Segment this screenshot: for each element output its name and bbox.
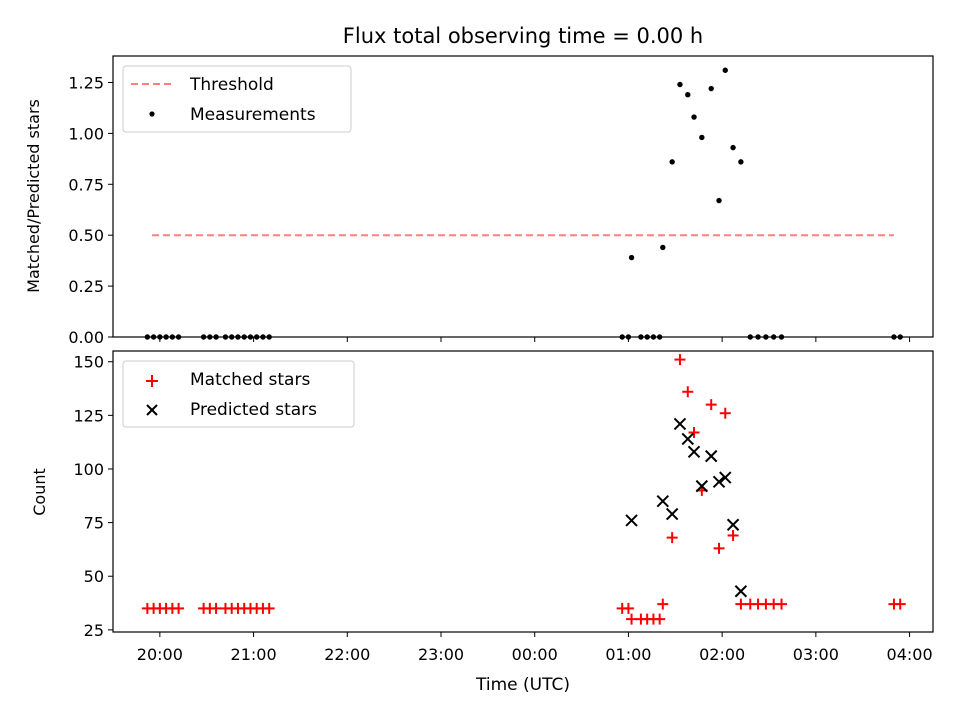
matched-star-point — [727, 529, 739, 541]
count-y-tick-label: 50 — [84, 567, 104, 586]
legend-threshold-label: Threshold — [189, 75, 274, 95]
ratio-panel-frame — [112, 55, 934, 338]
measurement-point — [730, 144, 736, 151]
measurement-point — [628, 254, 635, 261]
ratio-y-axis-label: Matched/Predicted stars — [24, 99, 43, 293]
count-panel-frame — [112, 350, 934, 633]
count-y-axis-label: Count — [30, 468, 49, 516]
ratio-y-tick-label: 1.00 — [68, 124, 104, 143]
predicted-star-point — [719, 471, 732, 484]
ratio-y-tick-label: 1.25 — [68, 73, 104, 92]
predicted-star-point — [625, 514, 638, 527]
matched-star-point — [263, 602, 275, 614]
ratio-y-tick-label: 0.25 — [68, 277, 104, 296]
predicted-star-point — [734, 585, 748, 598]
predicted-star-point — [705, 449, 718, 463]
matched-star-point — [626, 613, 638, 625]
legend-matched-label: Matched stars — [190, 370, 310, 390]
x-tick-label: 22:00 — [324, 645, 370, 664]
matched-star-point — [210, 602, 222, 614]
measurement-point — [660, 244, 666, 251]
measurement-point — [677, 81, 683, 88]
x-tick-label: 04:00 — [887, 645, 933, 664]
count-plot-area — [141, 354, 906, 625]
x-tick-label: 21:00 — [231, 645, 277, 664]
x-tick-label: 00:00 — [512, 645, 558, 664]
count-y-tick-label: 100 — [73, 460, 104, 479]
matched-star-point — [705, 399, 717, 411]
matched-star-point — [622, 602, 634, 614]
matched-star-point — [682, 386, 694, 398]
predicted-star-point — [656, 494, 669, 508]
count-panel: 25 50 75 100 125 150 20:00 21:00 22:00 23:00 00:0… — [30, 350, 934, 695]
ratio-legend: Threshold Measurements — [122, 65, 352, 133]
measurement-point — [716, 197, 722, 204]
ratio-y-tick-label: 0.00 — [68, 328, 104, 347]
legend-measurements-swatch — [149, 111, 155, 117]
matched-star-point — [666, 532, 678, 544]
x-tick-label: 23:00 — [418, 645, 464, 664]
count-y-tick-label: 125 — [73, 406, 104, 425]
count-y-tick-label: 25 — [84, 621, 104, 640]
matched-star-point — [713, 542, 725, 554]
predicted-star-point — [712, 475, 726, 489]
measurement-point — [691, 114, 697, 120]
predicted-star-point — [665, 507, 679, 521]
ratio-panel: 0.00 0.25 0.50 0.75 1.00 1.25 Matched/Predict… — [24, 55, 934, 347]
legend-measurements-label: Measurements — [190, 105, 316, 125]
legend-predicted-label: Predicted stars — [190, 400, 317, 420]
predicted-star-point — [695, 479, 709, 493]
measurement-point — [722, 67, 728, 73]
measurement-point — [669, 159, 675, 165]
matched-star-point — [775, 598, 787, 610]
measurement-point — [708, 85, 714, 92]
count-y-axis: 25 50 75 100 125 150 — [73, 353, 113, 640]
count-y-tick-label: 150 — [73, 353, 104, 372]
matched-star-point — [674, 354, 686, 366]
x-tick-label: 03:00 — [793, 645, 839, 664]
ratio-y-tick-label: 0.50 — [68, 226, 104, 245]
count-y-tick-label: 75 — [84, 514, 104, 533]
count-legend: Matched stars Predicted stars — [122, 360, 355, 428]
matched-star-point — [735, 598, 747, 610]
matched-star-point — [688, 427, 700, 439]
predicted-star-point — [726, 518, 740, 531]
predicted-star-point — [687, 445, 701, 459]
x-tick-label: 02:00 — [699, 645, 745, 664]
matched-star-point — [657, 598, 669, 610]
ratio-x-axis — [159, 337, 911, 342]
predicted-star-point — [673, 417, 687, 431]
legend-predicted-swatch — [146, 404, 158, 416]
matched-star-point — [719, 407, 731, 419]
matched-star-point — [173, 602, 185, 614]
matched-star-point — [894, 598, 906, 610]
x-tick-label: 01:00 — [605, 645, 651, 664]
legend-matched-swatch — [146, 375, 158, 387]
x-tick-label: 20:00 — [137, 645, 183, 664]
measurement-point — [699, 134, 705, 141]
count-x-axis: 20:00 21:00 22:00 23:00 00:00 01:00 02:00 03:00… — [137, 632, 933, 664]
matched-star-point — [654, 613, 666, 625]
measurement-point — [738, 159, 744, 165]
measurement-point — [685, 91, 691, 98]
ratio-y-axis: 0.00 0.25 0.50 0.75 1.00 1.25 — [68, 73, 113, 347]
x-axis-label: Time (UTC) — [475, 675, 570, 695]
chart-title: Flux total observing time = 0.00 h — [343, 24, 703, 48]
ratio-y-tick-label: 0.75 — [68, 175, 104, 194]
predicted-star-point — [681, 432, 694, 446]
